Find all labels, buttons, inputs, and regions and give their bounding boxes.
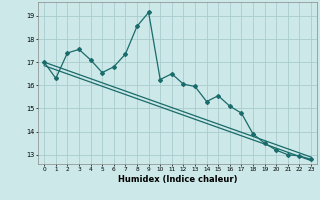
X-axis label: Humidex (Indice chaleur): Humidex (Indice chaleur) bbox=[118, 175, 237, 184]
